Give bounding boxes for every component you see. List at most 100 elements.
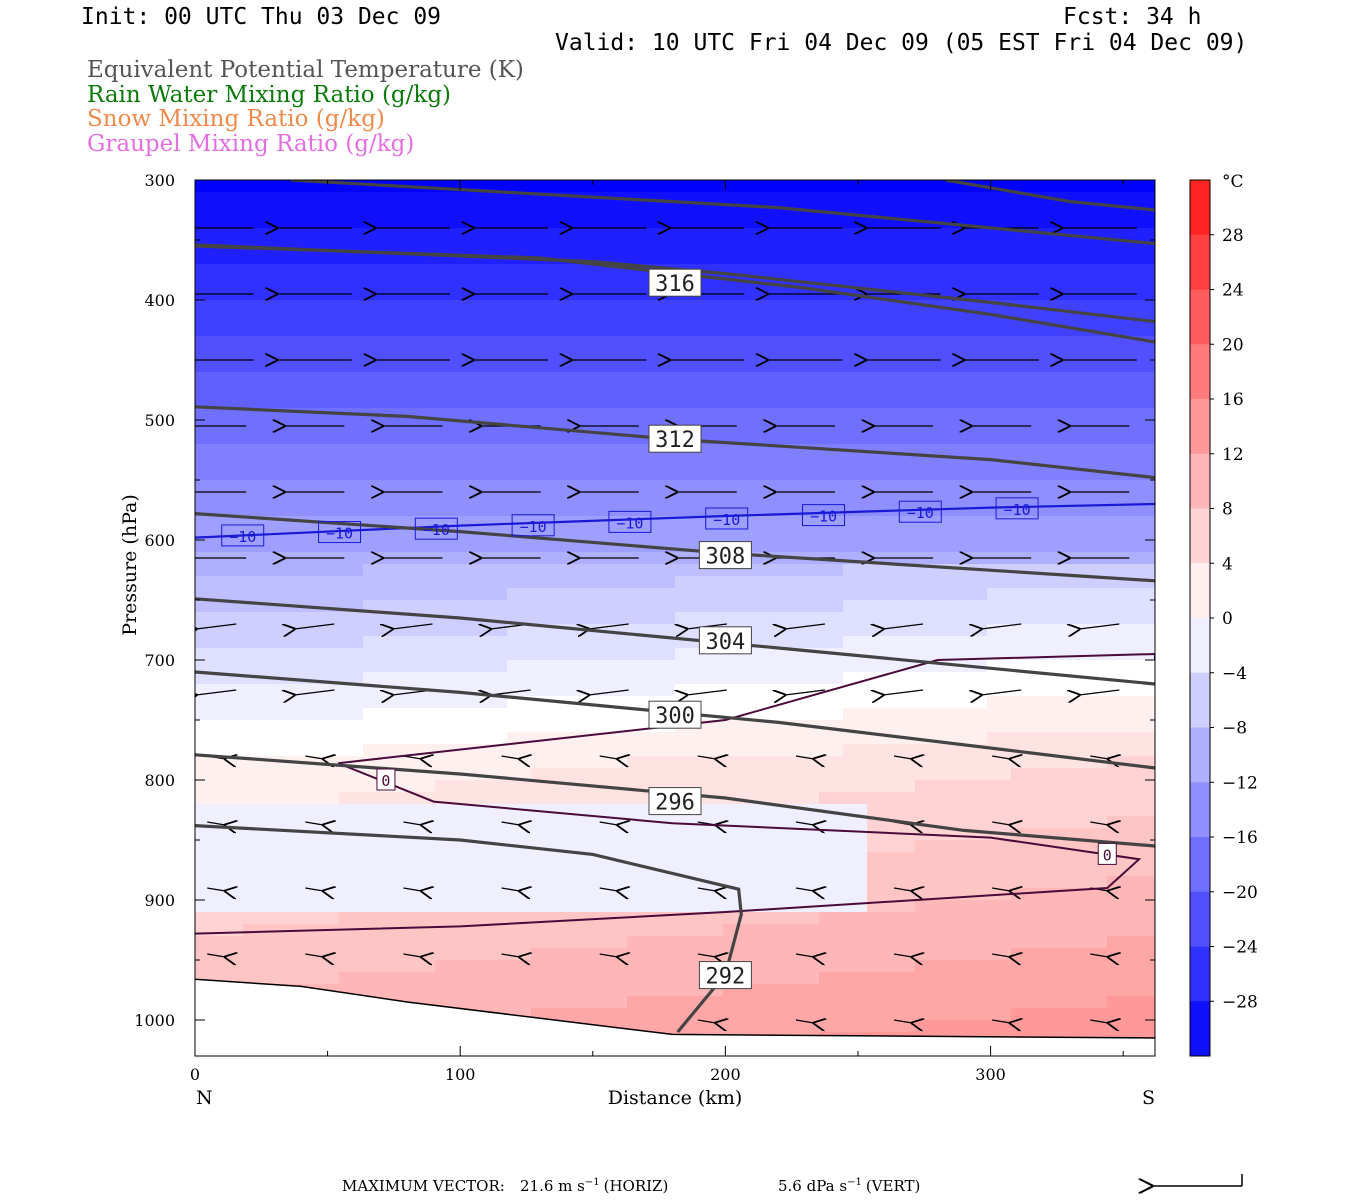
temperature-cell bbox=[603, 480, 628, 493]
temperature-cell bbox=[819, 948, 844, 961]
temperature-cell bbox=[1131, 264, 1155, 277]
temperature-cell bbox=[387, 564, 412, 577]
temperature-cell bbox=[843, 192, 868, 205]
temperature-cell bbox=[387, 732, 412, 745]
temperature-cell bbox=[795, 696, 820, 709]
temperature-cell bbox=[987, 324, 1012, 337]
temperature-cell bbox=[435, 420, 460, 433]
temperature-cell bbox=[267, 720, 292, 733]
temperature-cell bbox=[603, 240, 628, 253]
temperature-cell bbox=[747, 312, 772, 325]
temperature-cell bbox=[747, 600, 772, 613]
temperature-cell bbox=[387, 720, 412, 733]
temperature-cell bbox=[1107, 828, 1132, 841]
temperature-cell bbox=[339, 468, 364, 481]
temperature-cell bbox=[555, 876, 580, 889]
temperature-cell bbox=[699, 840, 724, 853]
temperature-cell bbox=[1107, 252, 1132, 265]
temperature-cell bbox=[267, 276, 292, 289]
temperature-cell bbox=[939, 348, 964, 361]
temperature-cell bbox=[747, 912, 772, 925]
temperature-cell bbox=[507, 264, 532, 277]
temperature-cell bbox=[1059, 456, 1084, 469]
temperature-cell bbox=[195, 852, 220, 865]
temperature-cell bbox=[387, 792, 412, 805]
temperature-cell bbox=[939, 612, 964, 625]
temperature-cell bbox=[723, 828, 748, 841]
temperature-cell bbox=[411, 912, 436, 925]
temperature-cell bbox=[699, 1008, 724, 1021]
temperature-cell bbox=[1011, 372, 1036, 385]
wind-vector bbox=[1090, 822, 1108, 825]
temperature-cell bbox=[315, 192, 340, 205]
temperature-cell bbox=[891, 864, 916, 877]
temperature-cell bbox=[1107, 816, 1132, 829]
temperature-cell bbox=[291, 888, 316, 901]
temperature-cell bbox=[459, 912, 484, 925]
temperature-cell bbox=[483, 492, 508, 505]
isotherm-label: −10 bbox=[326, 525, 353, 543]
temperature-cell bbox=[315, 708, 340, 721]
temperature-cell bbox=[771, 840, 796, 853]
temperature-cell bbox=[1083, 780, 1108, 793]
temperature-cell bbox=[963, 888, 988, 901]
temperature-cell bbox=[195, 312, 220, 325]
temperature-cell bbox=[891, 924, 916, 937]
isotherm-label: −10 bbox=[907, 504, 934, 522]
temperature-cell bbox=[387, 984, 412, 997]
temperature-cell bbox=[1059, 816, 1084, 829]
temperature-cell bbox=[867, 996, 892, 1009]
temperature-cell bbox=[267, 816, 292, 829]
temperature-cell bbox=[627, 768, 652, 781]
temperature-cell bbox=[939, 924, 964, 937]
temperature-cell bbox=[843, 948, 868, 961]
temperature-cell bbox=[915, 648, 940, 661]
temperature-cell bbox=[771, 192, 796, 205]
temperature-cell bbox=[1011, 636, 1036, 649]
temperature-cell bbox=[315, 912, 340, 925]
temperature-cell bbox=[771, 876, 796, 889]
temperature-cell bbox=[1131, 504, 1155, 517]
temperature-cell bbox=[1083, 732, 1108, 745]
wind-vector bbox=[1079, 690, 1120, 695]
temperature-cell bbox=[747, 300, 772, 313]
temperature-cell bbox=[1083, 192, 1108, 205]
temperature-cell bbox=[339, 588, 364, 601]
temperature-cell bbox=[339, 960, 364, 973]
temperature-cell bbox=[267, 336, 292, 349]
temperature-cell bbox=[747, 684, 772, 697]
temperature-cell bbox=[579, 816, 604, 829]
temperature-cell bbox=[939, 876, 964, 889]
temperature-cell bbox=[915, 900, 940, 913]
theta-e-label: 304 bbox=[706, 630, 746, 655]
temperature-cell bbox=[411, 720, 436, 733]
temperature-cell bbox=[315, 276, 340, 289]
temperature-cell bbox=[843, 468, 868, 481]
temperature-cell bbox=[483, 864, 508, 877]
temperature-cell bbox=[747, 432, 772, 445]
temperature-cell bbox=[819, 564, 844, 577]
temperature-cell bbox=[795, 180, 820, 193]
temperature-cell bbox=[963, 348, 988, 361]
temperature-cell bbox=[723, 864, 748, 877]
temperature-cell bbox=[651, 768, 676, 781]
temperature-cell bbox=[459, 228, 484, 241]
temperature-cell bbox=[363, 624, 388, 637]
temperature-cell bbox=[411, 852, 436, 865]
temperature-cell bbox=[507, 516, 532, 529]
temperature-cell bbox=[243, 588, 268, 601]
temperature-cell bbox=[1035, 408, 1060, 421]
colorbar-tick-label: 8 bbox=[1222, 500, 1233, 520]
temperature-cell bbox=[1059, 732, 1084, 745]
temperature-cell bbox=[339, 540, 364, 553]
temperature-cell bbox=[939, 372, 964, 385]
temperature-cell bbox=[363, 936, 388, 949]
temperature-cell bbox=[267, 840, 292, 853]
temperature-cell bbox=[1131, 636, 1155, 649]
y-tick-label: 600 bbox=[144, 531, 175, 550]
temperature-cell bbox=[1083, 444, 1108, 457]
temperature-cell bbox=[507, 648, 532, 661]
temperature-cell bbox=[483, 432, 508, 445]
temperature-cell bbox=[291, 768, 316, 781]
temperature-cell bbox=[603, 204, 628, 217]
